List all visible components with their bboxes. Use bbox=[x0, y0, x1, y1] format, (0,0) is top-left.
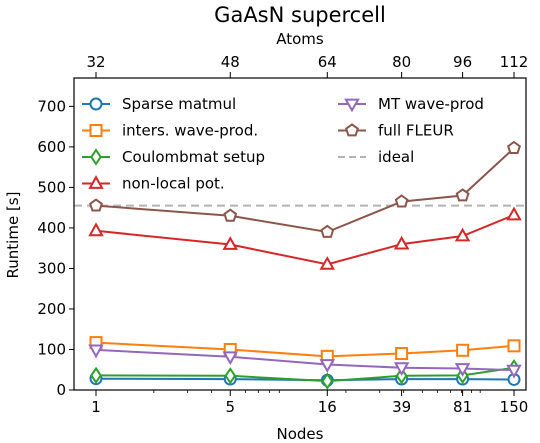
data-point bbox=[506, 206, 522, 221]
data-point bbox=[89, 198, 103, 212]
data-point bbox=[89, 124, 103, 137]
series-line bbox=[95, 377, 515, 382]
x-tick-label: 5 bbox=[225, 398, 235, 416]
data-point bbox=[393, 362, 410, 377]
top-axis-label: Atoms bbox=[276, 30, 324, 48]
y-tick-label: 100 bbox=[37, 340, 66, 358]
legend-label: MT wave-prod bbox=[378, 95, 484, 113]
series-line bbox=[95, 348, 515, 372]
top-tick-label: 96 bbox=[453, 53, 472, 71]
data-point bbox=[88, 175, 104, 189]
series-line bbox=[95, 366, 515, 383]
top-tick-label: 32 bbox=[86, 53, 105, 71]
data-point bbox=[223, 208, 238, 222]
data-point bbox=[345, 123, 359, 137]
legend-item: full FLEUR bbox=[338, 122, 454, 140]
data-point bbox=[344, 98, 360, 113]
legend-label: Coulombmat setup bbox=[122, 148, 265, 166]
legend-item: Coulombmat setup bbox=[82, 148, 265, 166]
top-tick-label: 112 bbox=[500, 53, 529, 71]
y-axis-label: Runtime [s] bbox=[4, 192, 22, 279]
y-tick-label: 500 bbox=[37, 178, 66, 196]
data-point bbox=[507, 140, 521, 154]
y-tick-label: 200 bbox=[37, 300, 66, 318]
legend-item: inters. wave-prod. bbox=[82, 122, 258, 140]
y-axis-ticks: 0 100 200 300 400 500 600 700 bbox=[37, 97, 74, 399]
y-tick-label: 0 bbox=[56, 381, 66, 399]
top-tick-label: 80 bbox=[392, 53, 411, 71]
x-tick-label: 81 bbox=[453, 398, 472, 416]
x-tick-label: 1 bbox=[91, 398, 101, 416]
data-point bbox=[222, 236, 239, 250]
y-tick-label: 600 bbox=[37, 138, 66, 156]
legend-item: Sparse matmul bbox=[82, 95, 236, 113]
legend-label: full FLEUR bbox=[378, 122, 454, 140]
data-point bbox=[454, 227, 471, 242]
top-tick-label: 48 bbox=[221, 53, 240, 71]
legend-label: Sparse matmul bbox=[122, 95, 236, 113]
data-point bbox=[90, 366, 102, 385]
data-point bbox=[506, 364, 522, 379]
x-tick-label: 150 bbox=[500, 398, 529, 416]
legend-label: inters. wave-prod. bbox=[122, 122, 258, 140]
data-point bbox=[321, 372, 334, 390]
series-layer bbox=[74, 140, 526, 390]
data-point bbox=[454, 363, 471, 377]
data-point bbox=[320, 224, 335, 238]
chart-title: GaAsN supercell bbox=[214, 3, 386, 27]
series bbox=[89, 336, 521, 363]
y-tick-label: 400 bbox=[37, 219, 66, 237]
legend-item: non-local pot. bbox=[82, 175, 225, 193]
x-axis-ticks: 1 5 16 39 81 150 bbox=[91, 390, 528, 416]
data-point bbox=[319, 256, 336, 270]
series bbox=[88, 206, 522, 270]
legend-item: MT wave-prod bbox=[338, 95, 484, 113]
data-point bbox=[319, 359, 336, 373]
data-point bbox=[88, 222, 104, 237]
legend-label: non-local pot. bbox=[122, 175, 225, 193]
plot-frame bbox=[73, 77, 527, 391]
data-point bbox=[395, 347, 409, 361]
data-point bbox=[90, 148, 102, 166]
x-axis-label: Nodes bbox=[277, 425, 324, 443]
data-point bbox=[507, 339, 521, 353]
series bbox=[88, 344, 522, 379]
legend-item: ideal bbox=[338, 148, 414, 166]
data-point bbox=[224, 367, 237, 385]
x-tick-label: 16 bbox=[318, 398, 337, 416]
y-tick-label: 700 bbox=[37, 97, 66, 115]
series-line bbox=[95, 341, 515, 358]
x-tick-label: 39 bbox=[392, 398, 411, 416]
data-point bbox=[394, 194, 409, 208]
series bbox=[89, 140, 521, 238]
legend: Sparse matmul inters. wave-prod. Coulombma… bbox=[82, 95, 484, 193]
series-line bbox=[95, 214, 515, 266]
data-point bbox=[393, 235, 410, 250]
series-line bbox=[95, 147, 515, 234]
data-point bbox=[222, 351, 239, 366]
data-point bbox=[88, 344, 104, 359]
top-axis-ticks: 32 48 64 80 96 112 bbox=[86, 53, 528, 78]
data-point bbox=[455, 188, 470, 202]
data-point bbox=[456, 343, 470, 357]
top-tick-label: 64 bbox=[318, 53, 337, 71]
series bbox=[90, 359, 520, 390]
legend-label: ideal bbox=[378, 148, 414, 166]
y-tick-label: 300 bbox=[37, 259, 66, 277]
data-point bbox=[89, 97, 103, 111]
